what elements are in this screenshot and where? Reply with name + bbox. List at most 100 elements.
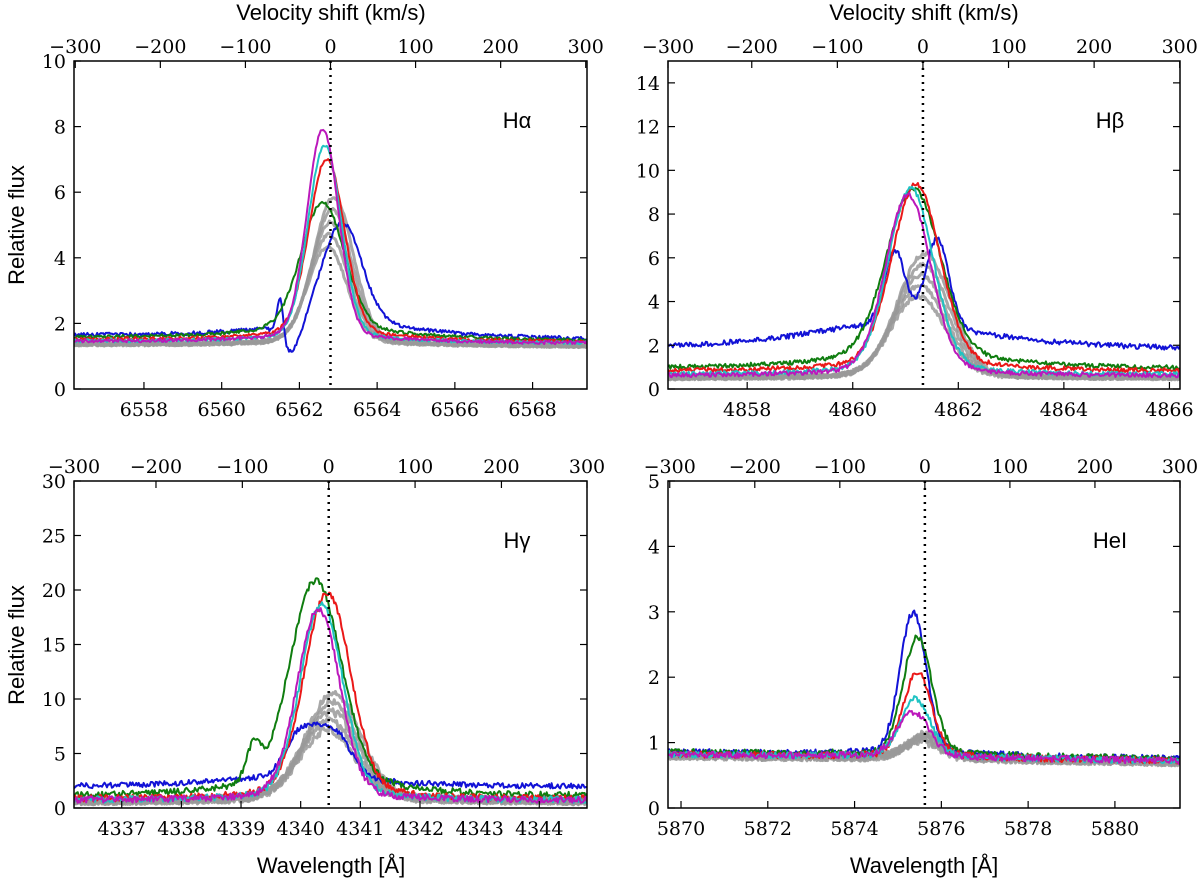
y-tick-label: 12 <box>636 117 660 139</box>
spectral-line-label: Hγ <box>504 528 531 553</box>
y-tick-label: 30 <box>42 471 66 493</box>
series-line-magenta <box>668 192 1180 379</box>
top-tick-label: −300 <box>49 36 101 58</box>
top-tick-label: 300 <box>569 456 605 478</box>
x-tick-label: 6566 <box>431 399 479 421</box>
series-line-green <box>668 187 1180 371</box>
panel-h-alpha: 6558 6560 6562 6564 6566 6568 0 2 4 6 8 10−300 −200 −… <box>42 36 604 421</box>
series-line-blue <box>74 220 587 353</box>
x-tick-label: 4858 <box>723 399 771 421</box>
top-axis-title-left: Velocity shift (km/s) <box>236 0 425 25</box>
series-line-magenta <box>668 709 1180 765</box>
panel-h-gamma: 4337 4338 4339 4340 4341 4342 4343 4344 0 5 10 15 20… <box>42 456 605 840</box>
top-tick-label: −100 <box>219 36 271 58</box>
spectral-line-label: Hβ <box>1096 108 1125 133</box>
axes-frame <box>667 480 1181 809</box>
spectral-line-label: Hα <box>503 108 532 133</box>
top-tick-label: 200 <box>483 456 519 478</box>
x-tick-label: 4866 <box>1145 399 1193 421</box>
top-tick-label: 300 <box>1162 36 1198 58</box>
x-tick-label: 6568 <box>508 399 556 421</box>
top-tick-label: −300 <box>642 36 694 58</box>
y-tick-label: 15 <box>42 635 66 657</box>
y-tick-label: 2 <box>648 667 660 689</box>
axes-frame <box>667 60 1181 390</box>
y-tick-label: 10 <box>42 51 66 73</box>
plot-area <box>668 61 1180 389</box>
top-tick-label: 100 <box>990 36 1026 58</box>
x-tick-label: 4860 <box>829 399 877 421</box>
y-tick-label: 10 <box>636 160 660 182</box>
top-tick-label: −300 <box>48 456 100 478</box>
y-tick-label: 4 <box>648 292 660 314</box>
spectral-line-label: HeI <box>1093 528 1127 553</box>
panel-h-beta: 4858 4860 4862 4864 4866 0 2 4 6 8 10 12 14 −300 −200 −… <box>636 36 1198 421</box>
y-tick-label: 0 <box>54 798 66 820</box>
series-line-blue <box>74 721 587 790</box>
y-tick-label: 4 <box>648 536 660 558</box>
y-tick-label: 14 <box>636 73 660 95</box>
x-tick-label: 4343 <box>455 818 503 840</box>
x-tick-label: 4338 <box>157 818 205 840</box>
x-tick-label: 6564 <box>353 399 401 421</box>
y-tick-label: 10 <box>42 689 66 711</box>
top-tick-label: −100 <box>814 456 866 478</box>
x-tick-label: 5874 <box>830 818 878 840</box>
series-line-gray-1 <box>74 244 587 350</box>
xlabel-bottom-left: Wavelength [Å] <box>257 853 405 878</box>
top-tick-label: 300 <box>1162 456 1198 478</box>
top-tick-label: −200 <box>726 36 778 58</box>
series-line-gray-4 <box>74 698 587 806</box>
x-tick-label: 5880 <box>1091 818 1139 840</box>
series-line-red <box>668 182 1180 374</box>
y-tick-label: 4 <box>54 248 66 270</box>
top-tick-label: −200 <box>130 456 182 478</box>
plot-area <box>74 481 587 808</box>
x-tick-label: 4341 <box>336 818 384 840</box>
series-line-magenta <box>74 607 587 804</box>
y-tick-label: 5 <box>54 744 66 766</box>
x-tick-label: 5878 <box>1004 818 1052 840</box>
y-tick-label: 6 <box>648 248 660 270</box>
top-tick-label: 200 <box>1076 36 1112 58</box>
top-tick-label: −200 <box>134 36 186 58</box>
series-line-red <box>74 591 587 803</box>
x-tick-label: 4862 <box>934 399 982 421</box>
top-tick-label: 100 <box>397 36 433 58</box>
top-tick-label: 200 <box>483 36 519 58</box>
top-tick-label: −200 <box>729 456 781 478</box>
top-tick-label: 0 <box>919 456 931 478</box>
y-tick-label: 0 <box>648 798 660 820</box>
plot-area <box>74 61 587 389</box>
x-tick-label: 5876 <box>917 818 965 840</box>
top-tick-label: 100 <box>397 456 433 478</box>
x-tick-label: 6558 <box>120 399 168 421</box>
y-tick-label: 2 <box>54 313 66 335</box>
top-tick-label: 100 <box>992 456 1028 478</box>
top-axis-title-right: Velocity shift (km/s) <box>829 0 1018 25</box>
top-tick-label: 200 <box>1077 456 1113 478</box>
x-tick-label: 6560 <box>198 399 246 421</box>
x-tick-label: 5870 <box>657 818 705 840</box>
y-tick-label: 5 <box>648 471 660 493</box>
series-line-green <box>74 577 587 800</box>
panel-he-i: 5870 5872 5874 5876 5878 5880 0 1 2 3 4 5−300 −200 −1… <box>644 456 1198 840</box>
x-tick-label: 4340 <box>276 818 324 840</box>
y-tick-label: 0 <box>648 379 660 401</box>
x-tick-label: 4339 <box>217 818 265 840</box>
x-tick-label: 4864 <box>1040 399 1088 421</box>
y-tick-label: 20 <box>42 580 66 602</box>
ylabel-bottom-row: Relative flux <box>4 585 29 705</box>
y-tick-label: 2 <box>648 335 660 357</box>
xlabel-bottom-right: Wavelength [Å] <box>850 853 998 878</box>
x-tick-label: 4344 <box>515 818 563 840</box>
y-tick-label: 1 <box>648 733 660 755</box>
top-tick-label: 0 <box>324 36 336 58</box>
plot-area <box>668 481 1180 808</box>
x-tick-label: 6562 <box>275 399 323 421</box>
y-tick-label: 6 <box>54 182 66 204</box>
top-tick-label: 0 <box>323 456 335 478</box>
ylabel-top-row: Relative flux <box>4 165 29 285</box>
y-tick-label: 8 <box>54 117 66 139</box>
